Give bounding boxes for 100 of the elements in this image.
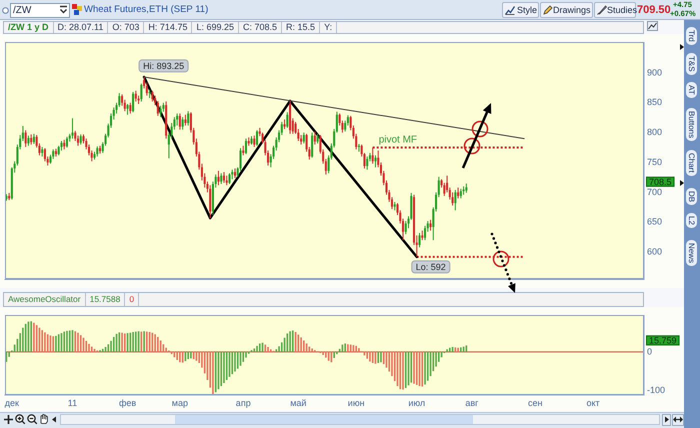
x-tick-label: июл (408, 398, 426, 408)
text: Trd (686, 30, 697, 42)
text: L2 (686, 216, 697, 225)
candlestick (222, 172, 225, 184)
x-tick-label: авг (465, 398, 480, 408)
candlestick (286, 112, 288, 128)
candlestick (430, 219, 432, 232)
candlestick (71, 118, 74, 140)
candlestick (231, 169, 234, 180)
y-tick-label: 600 (647, 246, 662, 257)
candlestick (404, 220, 407, 235)
candlestick (52, 148, 54, 160)
text: Y: (324, 22, 332, 33)
candlestick (457, 187, 460, 199)
candlestick (80, 134, 82, 146)
x-tick-label: мар (172, 398, 188, 408)
candlestick (41, 146, 44, 158)
text: Buttons (686, 111, 697, 138)
candlestick (460, 188, 462, 199)
candlestick (421, 230, 424, 241)
text: DB (686, 191, 697, 202)
candlestick (366, 156, 368, 170)
y-tick-label: 850 (647, 97, 662, 108)
x-tick-label: июн (348, 398, 365, 408)
chart-title: Wheat Futures,ETH (SEP 11) (84, 4, 208, 16)
candlestick (302, 132, 305, 144)
text: Drawings (553, 4, 591, 16)
text: L: 699.25 (196, 22, 234, 33)
series-label: pivot MF (378, 134, 418, 146)
candlestick (316, 133, 319, 144)
text: 15.759 (649, 335, 677, 346)
y-tick-label: 750 (647, 156, 662, 167)
text: H: 714.75 (148, 22, 188, 33)
candlestick (374, 154, 376, 168)
x-tick-label: окт (586, 398, 600, 408)
y-tick-label: 700 (647, 186, 662, 197)
text: O: 703 (112, 22, 140, 33)
candlestick (63, 139, 66, 150)
text: 15.7588 (90, 294, 120, 305)
text: C: 708.5 (243, 22, 278, 33)
candlestick (424, 225, 426, 241)
text: AT (686, 85, 697, 95)
candlestick (256, 130, 258, 146)
candlestick (182, 116, 184, 130)
candlestick (234, 168, 236, 179)
candlestick (76, 135, 80, 146)
candlestick (178, 113, 181, 130)
candlestick (58, 145, 60, 156)
candlestick (311, 132, 314, 158)
candlestick (151, 90, 154, 102)
candlestick (226, 175, 228, 186)
y-tick-label: 800 (647, 127, 662, 138)
candlestick (228, 172, 231, 185)
candlestick (253, 135, 256, 148)
candlestick (129, 102, 132, 114)
y-tick-label: -100 (647, 384, 666, 395)
text: Chart (686, 153, 697, 173)
text: Studies (607, 4, 638, 16)
candlestick (209, 184, 212, 219)
x-tick-label: фев (118, 398, 136, 408)
text: Style (517, 4, 538, 16)
candlestick (44, 148, 46, 162)
candlestick (30, 134, 32, 146)
y-tick-label: 900 (647, 67, 662, 78)
candlestick (60, 140, 62, 152)
text: 708.5 (649, 176, 672, 187)
candlestick (184, 114, 186, 126)
candlestick (126, 103, 129, 116)
candlestick (217, 170, 220, 186)
candlestick (132, 91, 134, 113)
candlestick (32, 133, 35, 144)
text: T&S (686, 56, 697, 72)
candlestick (160, 105, 162, 118)
candlestick (220, 172, 222, 185)
annotation: Lo: 592 (416, 262, 446, 272)
candlestick (452, 192, 454, 206)
x-tick-label: дек (4, 398, 20, 408)
y-tick-label: 650 (647, 216, 662, 227)
annotation: Hi: 893.25 (143, 60, 184, 71)
x-tick-label: сен (528, 398, 542, 408)
chart-title: AwesomeOscillator (8, 294, 81, 305)
candlestick (24, 130, 27, 148)
candlestick (176, 113, 178, 126)
text: D: 28.07.11 (58, 22, 104, 33)
candlestick (27, 135, 30, 146)
candlestick (314, 130, 316, 146)
y-tick-label: 0 (647, 346, 652, 356)
candlestick (96, 146, 98, 158)
text: 709.50 (637, 3, 671, 16)
candlestick (242, 145, 244, 156)
candlestick (454, 189, 456, 211)
x-tick-label: апр (236, 398, 251, 408)
candlestick (134, 90, 137, 102)
candlestick (140, 83, 142, 102)
candlestick (418, 232, 421, 248)
text: /ZW 1 y D (8, 22, 49, 33)
text: 0 (129, 294, 134, 305)
text: News (686, 243, 697, 264)
x-tick-label: май (290, 398, 306, 408)
text: R: 15.5 (286, 22, 316, 33)
